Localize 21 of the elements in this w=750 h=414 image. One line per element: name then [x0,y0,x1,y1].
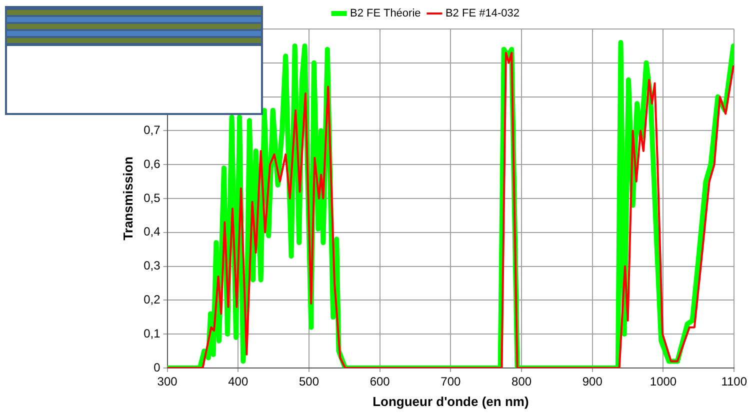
y-axis-title: Transmission [120,156,136,240]
x-tick-label: 500 [298,374,320,389]
y-tick-label: 0,7 [144,123,161,138]
y-tick-label: 0,4 [144,224,161,239]
x-tick-label: 300 [157,374,178,389]
legend-label: B2 FE Théorie [350,8,421,20]
x-axis-title: Longueur d'onde (en nm) [372,394,529,409]
y-tick-label: 0,5 [144,190,161,205]
y-tick-label: 0,2 [144,292,161,307]
y-tick-label: 0,1 [144,326,161,340]
y-tick-label: 0,6 [144,156,161,171]
x-tick-label: 400 [228,374,248,389]
x-tick-label: 600 [370,374,390,389]
x-tick-label: 1000 [650,374,677,389]
x-tick-label: 800 [512,374,532,389]
y-tick-label: 0 [154,360,161,374]
x-tick-label: 700 [440,374,462,389]
legend-label: B2 FE #14-032 [445,8,520,20]
y-tick-label: 0,3 [144,258,161,273]
x-tick-label: 1100 [721,374,748,389]
x-tick-label: 900 [582,374,603,389]
